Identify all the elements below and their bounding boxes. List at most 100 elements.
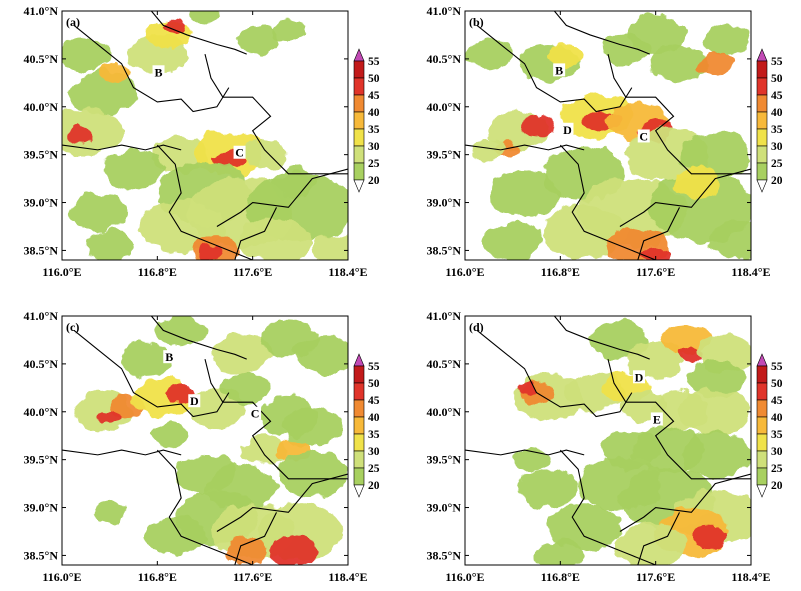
echo-region <box>709 221 751 260</box>
province-boundary <box>150 11 247 55</box>
province-boundary <box>637 207 680 260</box>
y-tick-label: 41.0°N <box>427 309 462 323</box>
station-marker-d: D <box>563 123 572 137</box>
echo-region <box>65 126 95 145</box>
colorbar-segment <box>353 60 365 79</box>
y-tick-label: 39.0°N <box>24 501 59 515</box>
province-boundary <box>216 473 348 532</box>
y-tick-label: 40.5°N <box>427 357 462 371</box>
station-marker-bg <box>637 129 650 143</box>
colorbar-segment <box>353 145 365 164</box>
x-tick-label: 117.6°E <box>636 265 675 279</box>
colorbar-segment <box>353 365 365 384</box>
y-tick-label: 39.0°N <box>24 196 59 210</box>
colorbar-segment <box>353 467 365 486</box>
echo-region <box>679 431 751 478</box>
province-boundary <box>73 24 230 113</box>
colorbar-label: 30 <box>368 141 380 153</box>
y-tick-label: 40.5°N <box>24 52 59 66</box>
echo-region <box>270 168 319 199</box>
colorbar: 55 50 45 40 35 30 25 20 <box>756 48 783 193</box>
y-tick-label: 38.5°N <box>24 548 59 562</box>
province-boundary <box>156 144 253 260</box>
panel-label: (b) <box>469 15 484 29</box>
echo-region <box>312 235 348 260</box>
boundary-lines <box>62 11 348 260</box>
x-tick-label: 117.6°E <box>233 570 272 584</box>
map-panel-3: B D C (c) 116.0°E 116.8°E 117.6°E 118.4°E 41.0°N… <box>24 309 380 584</box>
x-tick-label: 116.8°E <box>138 570 177 584</box>
colorbar-label: 35 <box>771 429 783 441</box>
colorbar-segment <box>353 94 365 113</box>
province-boundary <box>73 329 230 418</box>
reflectivity-field <box>512 320 751 565</box>
colorbar-label: 40 <box>368 107 380 119</box>
station-marker-d: D <box>190 394 199 408</box>
map-panel-2: B D C (b) 116.0°E 116.8°E 117.6°E 118.4°E 41.0°N… <box>427 4 783 279</box>
colorbar: 55 50 45 40 35 30 25 20 <box>756 353 783 498</box>
province-boundary <box>637 512 680 565</box>
station-marker-e: E <box>653 412 661 426</box>
x-tick-label: 118.4°E <box>328 570 367 584</box>
colorbar-segment <box>353 399 365 418</box>
boundary-lines <box>62 316 348 565</box>
echo-region <box>119 342 172 376</box>
boundary-lines <box>465 316 751 565</box>
province-boundary <box>216 168 348 227</box>
province-boundary <box>204 53 348 175</box>
colorbar-label: 20 <box>771 480 783 492</box>
y-tick-label: 38.5°N <box>427 243 462 257</box>
echo-region <box>679 131 751 178</box>
colorbar-segment <box>756 416 768 435</box>
colorbar-label: 35 <box>368 429 380 441</box>
province-boundary <box>553 11 650 55</box>
x-tick-label: 116.0°E <box>445 570 484 584</box>
station-marker-c: C <box>639 129 648 143</box>
colorbar-label: 30 <box>771 141 783 153</box>
echo-region <box>685 359 746 398</box>
colorbar-extend-bottom <box>756 484 768 498</box>
province-boundary <box>619 168 751 227</box>
echo-region <box>101 64 130 83</box>
echo-region <box>697 52 734 76</box>
echo-region <box>103 149 164 189</box>
echo-region <box>548 503 620 550</box>
x-tick-label: 116.0°E <box>445 265 484 279</box>
y-tick-label: 39.0°N <box>427 196 462 210</box>
map-frame <box>464 10 752 261</box>
station-marker-bg <box>163 350 176 364</box>
colorbar-segment <box>756 399 768 418</box>
map-frame <box>61 315 349 566</box>
province-boundary <box>150 316 247 360</box>
province-boundary <box>607 53 751 175</box>
x-tick-label: 116.8°E <box>541 570 580 584</box>
station-marker-c: C <box>251 407 260 421</box>
colorbar-label: 55 <box>368 361 380 373</box>
province-boundary <box>156 449 253 565</box>
colorbar-extend-top <box>353 353 365 367</box>
x-tick-label: 118.4°E <box>328 265 367 279</box>
y-tick-label: 40.0°N <box>24 405 59 419</box>
echo-region <box>270 535 319 565</box>
colorbar-segment <box>756 162 768 181</box>
y-tick-label: 39.0°N <box>427 501 462 515</box>
colorbar-segment <box>353 450 365 469</box>
echo-region <box>151 424 188 448</box>
y-tick-label: 41.0°N <box>24 4 59 18</box>
echo-region <box>157 316 205 346</box>
colorbar-extend-top <box>353 48 365 62</box>
colorbar-extend-bottom <box>353 484 365 498</box>
colorbar-extend-bottom <box>353 179 365 193</box>
colorbar-segment <box>756 450 768 469</box>
x-tick-label: 117.6°E <box>636 570 675 584</box>
colorbar: 55 50 45 40 35 30 25 20 <box>353 48 380 193</box>
colorbar-label: 55 <box>771 361 783 373</box>
province-boundary <box>476 24 633 113</box>
colorbar-label: 20 <box>368 175 380 187</box>
echo-region <box>97 408 122 425</box>
colorbar-segment <box>353 416 365 435</box>
station-marker-bg <box>233 145 246 159</box>
colorbar-segment <box>353 433 365 452</box>
echo-region <box>240 217 313 260</box>
colorbar-label: 30 <box>771 446 783 458</box>
